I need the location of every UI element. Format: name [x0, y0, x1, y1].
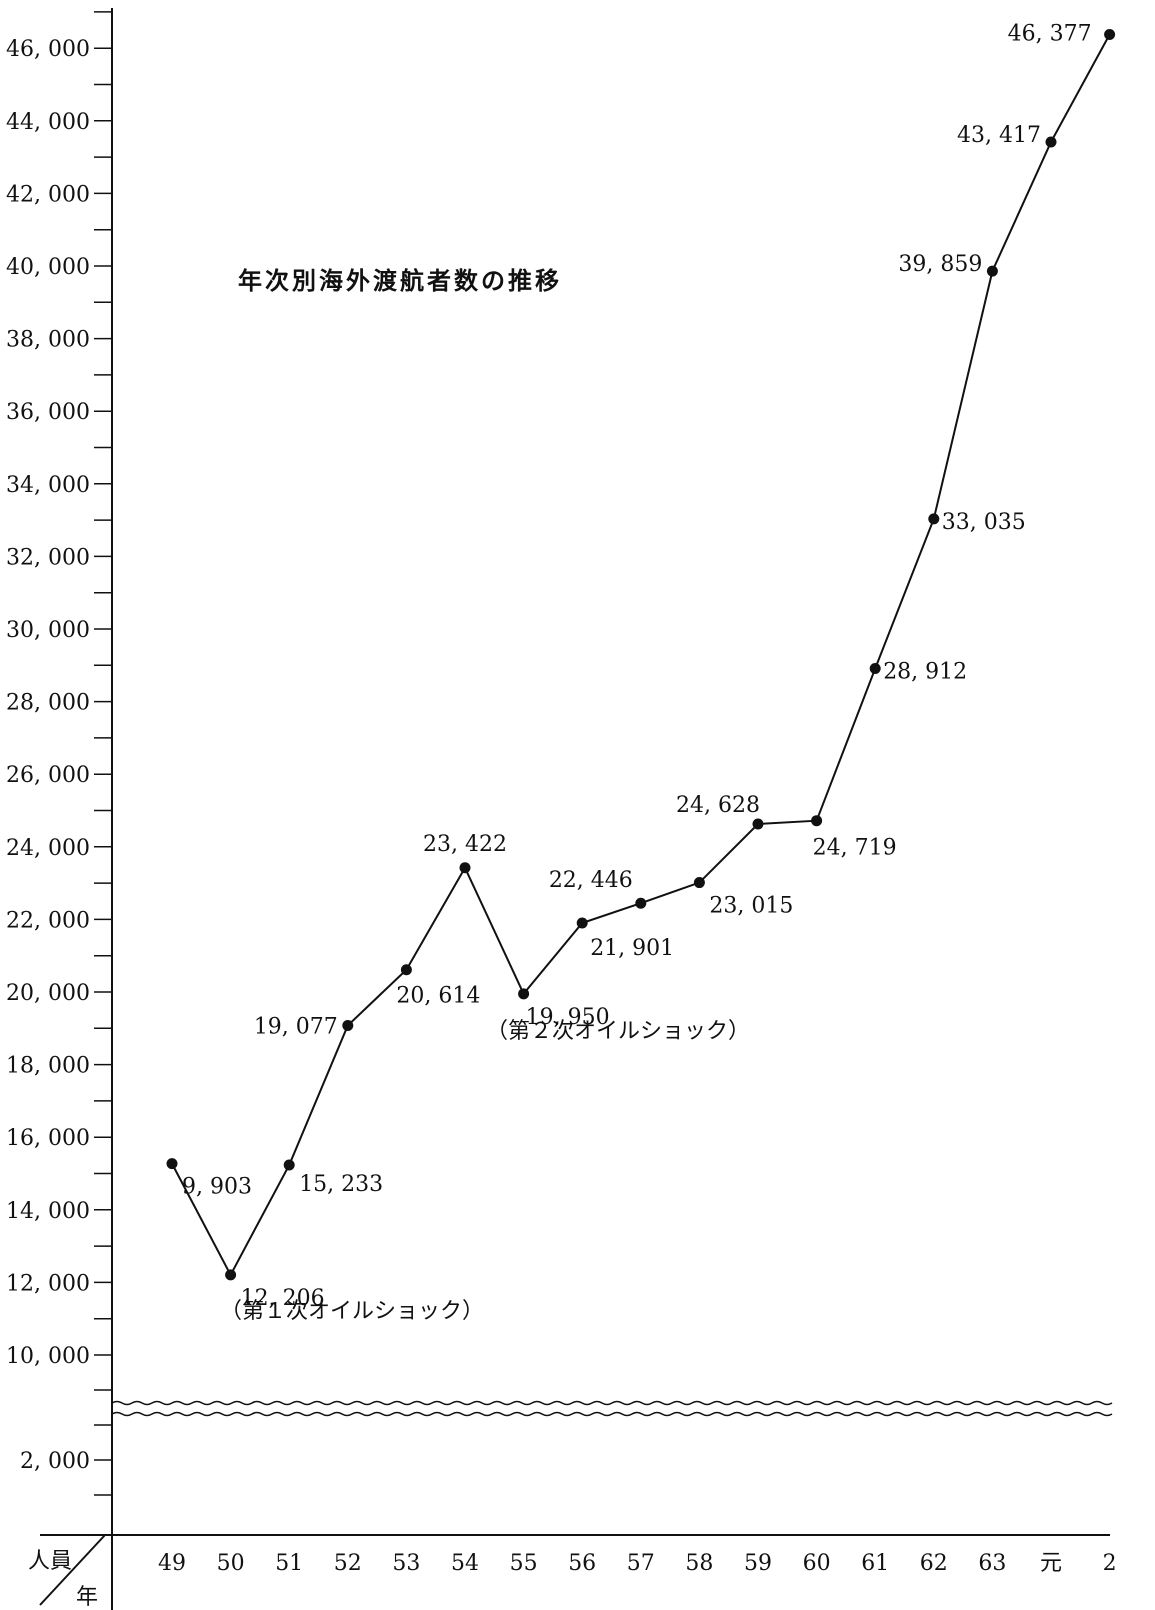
x-tick-label-56: 56 [568, 1551, 596, 1576]
chart-title: 年次別海外渡航者数の推移 [238, 267, 562, 295]
y-tick-label: 2, 000 [20, 1449, 90, 1474]
data-point-63 [986, 265, 998, 277]
y-tick-label: 26, 000 [6, 763, 90, 788]
x-tick-label-55: 55 [510, 1551, 538, 1576]
x-tick-label-51: 51 [275, 1551, 303, 1576]
x-tick-label-52: 52 [334, 1551, 362, 1576]
data-label-63: 39, 859 [898, 252, 982, 277]
x-tick-label-54: 54 [451, 1551, 479, 1576]
y-tick-label: 18, 000 [6, 1054, 90, 1079]
y-tick-label: 40, 000 [6, 255, 90, 280]
y-tick-label: 30, 000 [6, 618, 90, 643]
data-point-2 [1104, 29, 1116, 41]
x-corner-label: 年 [76, 1585, 98, 1610]
x-tick-labels: 49 50 51 52 53 54 55 56 57 58 59 60 61 62 63 元 2 [158, 1551, 1117, 1576]
y-tick-label: 42, 000 [6, 182, 90, 207]
data-point-53 [400, 964, 412, 976]
axis-break-wave-2 [111, 1411, 1113, 1417]
x-tick-label-61: 61 [861, 1551, 889, 1576]
x-tick-label-57: 57 [627, 1551, 655, 1576]
data-point-59 [752, 818, 764, 830]
data-label-元: 43, 417 [957, 123, 1041, 148]
y-corner-label: 人員 [28, 1549, 72, 1574]
data-point-56 [576, 917, 588, 929]
x-tick-label-63: 63 [978, 1551, 1006, 1576]
data-point-54 [459, 862, 471, 874]
data-label-53: 20, 614 [396, 984, 480, 1009]
x-tick-label-59: 59 [744, 1551, 772, 1576]
data-label-49: 9, 903 [182, 1175, 252, 1200]
data-points [166, 29, 1116, 1281]
data-point-60 [811, 815, 823, 827]
axis-break-wave-1 [111, 1400, 1113, 1406]
data-label-54: 23, 422 [423, 832, 507, 857]
data-point-62 [928, 513, 940, 525]
data-label-56: 21, 901 [590, 936, 674, 961]
annotation-oil-shock-1: （第１次オイルショック） [220, 1299, 484, 1324]
y-tick-label: 38, 000 [6, 328, 90, 353]
data-label-61: 28, 912 [883, 659, 967, 684]
data-label-62: 33, 035 [942, 510, 1026, 535]
y-tick-label: 46, 000 [6, 37, 90, 62]
y-tick-label: 12, 000 [6, 1271, 90, 1296]
x-tick-label-62: 62 [920, 1551, 948, 1576]
data-point-52 [342, 1020, 354, 1032]
y-tick-label: 16, 000 [6, 1126, 90, 1151]
data-point-58 [693, 877, 705, 889]
data-point-元 [1045, 136, 1057, 148]
data-point-49 [166, 1158, 178, 1170]
y-tick-label: 20, 000 [6, 981, 90, 1006]
data-label-58: 23, 015 [709, 894, 793, 919]
data-label-2: 46, 377 [1008, 22, 1092, 47]
y-tick-label: 36, 000 [6, 400, 90, 425]
data-point-61 [869, 662, 881, 674]
data-label-59: 24, 628 [676, 793, 760, 818]
x-tick-label-60: 60 [803, 1551, 831, 1576]
series-line-group [171, 34, 1111, 1278]
x-tick-label-元: 元 [1040, 1551, 1062, 1576]
x-tick-label-49: 49 [158, 1551, 186, 1576]
y-tick-label: 14, 000 [6, 1199, 90, 1224]
x-tick-label-58: 58 [685, 1551, 713, 1576]
data-label-57: 22, 446 [549, 868, 633, 893]
data-label-51: 15, 233 [299, 1172, 383, 1197]
y-tick-label: 44, 000 [6, 110, 90, 135]
data-point-50 [225, 1269, 237, 1281]
y-tick-label: 10, 000 [6, 1344, 90, 1369]
y-tick-label: 32, 000 [6, 545, 90, 570]
data-labels: 9, 903 12, 206 15, 233 19, 077 20, 614 23, 42… [182, 22, 1092, 1311]
data-point-55 [518, 988, 530, 1000]
data-label-55: 19, 950 [526, 1005, 610, 1030]
data-label-52: 19, 077 [254, 1015, 338, 1040]
y-tick-label: 34, 000 [6, 473, 90, 498]
axis-break [111, 1400, 1113, 1417]
x-tick-label-50: 50 [217, 1551, 245, 1576]
data-point-57 [635, 897, 647, 909]
data-point-51 [283, 1159, 295, 1171]
x-tick-label-53: 53 [392, 1551, 420, 1576]
y-tick-label: 22, 000 [6, 908, 90, 933]
annotation-oil-shock-2: （第２次オイルショック） [486, 1019, 750, 1044]
data-label-60: 24, 719 [813, 836, 897, 861]
y-tick-label: 24, 000 [6, 836, 90, 861]
x-tick-label-2: 2 [1103, 1551, 1117, 1576]
corner-diagonal [39, 1534, 106, 1606]
y-tick-label: 28, 000 [6, 691, 90, 716]
axes [39, 8, 1110, 1610]
data-label-50: 12, 206 [241, 1286, 325, 1311]
series-line [171, 34, 1111, 1278]
y-ticks: 2, 000 10, 000 12, 000 14, 000 16, 000 18, 00… [6, 37, 112, 1474]
